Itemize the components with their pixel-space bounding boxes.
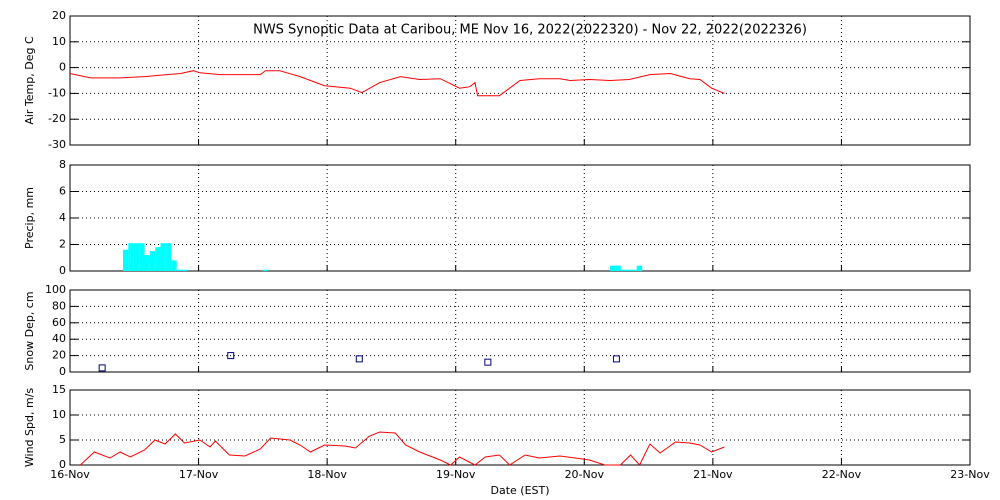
x-tick-label: 16-Nov: [50, 468, 90, 481]
point: [484, 358, 492, 366]
y-tick-label: 2: [59, 238, 66, 251]
plot-frame: [69, 15, 971, 146]
y-axis-label: Wind Spd, m/s: [23, 388, 36, 468]
bar: [631, 269, 637, 271]
y-tick-label: 40: [52, 332, 66, 345]
y-axis-label: Snow Dep, cm: [23, 291, 36, 370]
y-tick-label: 0: [59, 458, 66, 471]
bar: [144, 255, 150, 271]
bar: [128, 243, 134, 271]
point: [612, 355, 620, 363]
chart-title: NWS Synoptic Data at Caribou, ME Nov 16,…: [253, 23, 807, 38]
y-tick-label: 10: [52, 408, 66, 421]
data-line: [79, 431, 725, 466]
y-tick-label: 100: [45, 283, 66, 296]
x-tick-label: 20-Nov: [565, 468, 605, 481]
y-tick-label: -30: [48, 138, 66, 151]
bar: [122, 249, 129, 271]
y-axis-label: Air Temp, Deg C: [23, 36, 36, 125]
plot-frame: [69, 164, 971, 272]
x-tick-label: 21-Nov: [693, 468, 733, 481]
bar: [171, 260, 177, 271]
y-tick-label: 80: [52, 299, 66, 312]
y-tick-label: 0: [59, 365, 66, 378]
y-tick-label: -10: [48, 86, 66, 99]
bar: [160, 243, 166, 271]
bar: [262, 269, 269, 271]
y-tick-label: 4: [59, 211, 66, 224]
y-tick-label: 20: [52, 9, 66, 22]
x-tick-label: 22-Nov: [822, 468, 862, 481]
x-tick-label: 17-Nov: [179, 468, 219, 481]
bar: [626, 269, 632, 271]
x-tick-label: 18-Nov: [307, 468, 347, 481]
y-tick-label: 10: [52, 35, 66, 48]
bar: [610, 265, 616, 271]
bar: [165, 243, 172, 271]
y-tick-label: 6: [59, 185, 66, 198]
x-tick-label: 19-Nov: [436, 468, 476, 481]
y-tick-label: 5: [59, 433, 66, 446]
y-tick-label: -20: [48, 112, 66, 125]
bar: [636, 265, 643, 271]
bar: [181, 269, 188, 271]
bar: [615, 265, 621, 271]
x-axis-label: Date (EST): [490, 484, 549, 497]
y-tick-label: 8: [59, 158, 66, 171]
plot-frame: [69, 389, 971, 466]
bar: [176, 269, 182, 271]
bar: [139, 243, 145, 271]
plot-frame: [69, 289, 971, 373]
x-tick-label: 23-Nov: [950, 468, 990, 481]
y-axis-label: Precip, mm: [23, 187, 36, 249]
y-tick-label: 15: [52, 383, 66, 396]
bar: [155, 247, 161, 271]
data-line: [69, 70, 725, 97]
point: [355, 355, 363, 363]
y-tick-label: 0: [59, 264, 66, 277]
point: [227, 352, 235, 360]
y-tick-label: 60: [52, 316, 66, 329]
y-tick-label: 20: [52, 349, 66, 362]
bar: [620, 269, 627, 271]
bar: [133, 243, 140, 271]
y-tick-label: 0: [59, 61, 66, 74]
point: [98, 364, 106, 372]
bar: [149, 251, 156, 271]
